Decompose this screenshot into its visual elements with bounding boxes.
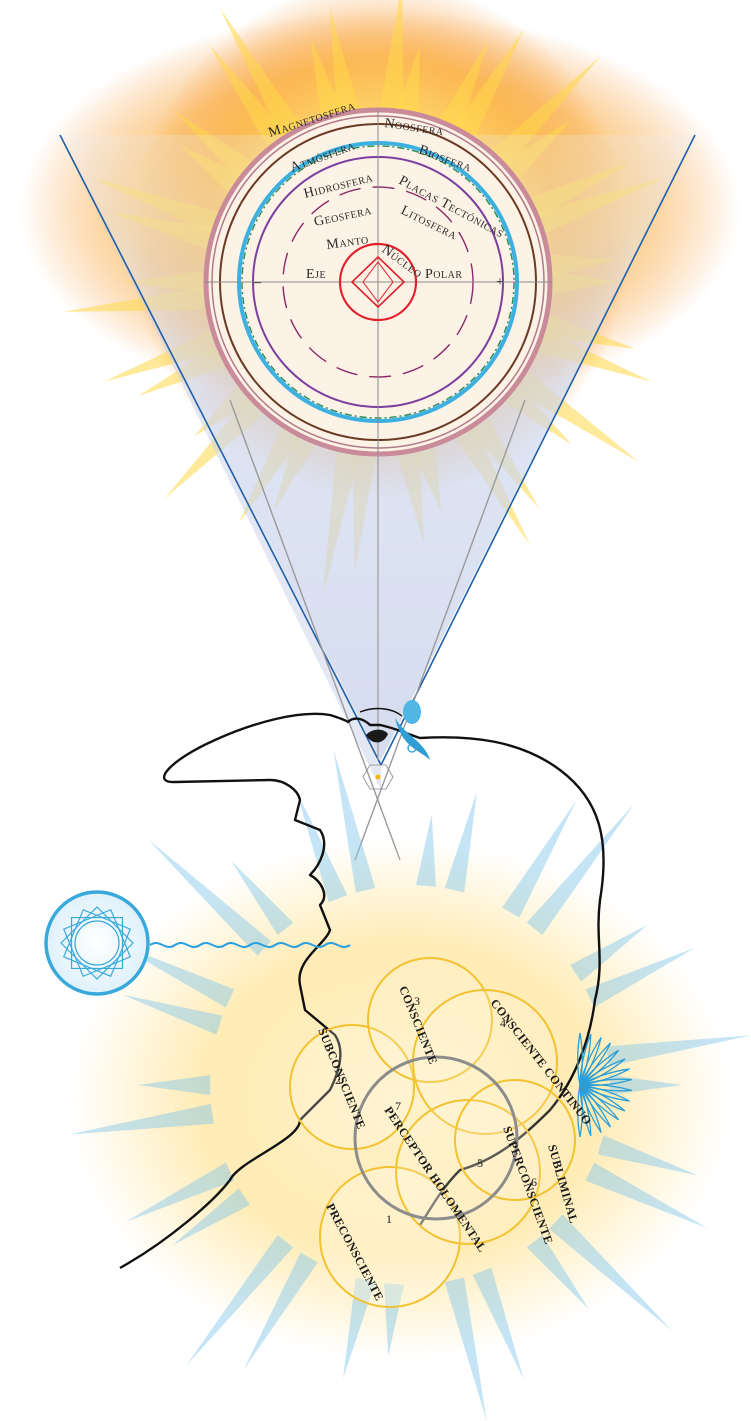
ray [585,948,695,1008]
mandala-center [74,920,120,966]
mind-circles: 1 PRECONSCIENTE 2 SUBCONSCIENTE 3 CONSCI… [289,957,595,1308]
hexagon-icon [362,764,394,790]
lotus-petal [579,1084,592,1137]
earth-spheres: Magnetosfera Noosfera Atmósfera Biosfera… [203,98,553,457]
mandala-square [62,908,132,978]
label-polar: Polar [425,267,463,282]
ray [122,994,223,1035]
lotus-petal [579,1083,632,1092]
ray [185,1234,294,1367]
mandala-square [70,916,124,970]
ray [219,7,304,142]
ray [172,1188,250,1246]
lotus-petal [579,1078,632,1087]
lotus-petal [579,1037,602,1086]
ray [502,799,577,918]
ray [444,791,478,893]
lotus-petal [579,1042,612,1086]
ray [415,813,436,887]
ray [606,1035,751,1067]
ray [444,1277,487,1421]
nucleo-circle [338,242,418,322]
num-1: 1 [386,1212,392,1226]
head-profile [119,707,605,1270]
circle-perceptor-holomental [353,1055,519,1221]
ray [209,44,290,151]
ray [333,748,376,893]
lotus-petal [579,1084,626,1112]
pineal-figure [395,700,430,760]
ray [570,924,648,982]
nucleo-diamond-icon [350,255,406,309]
lotus-petal [579,1084,620,1121]
ray [68,1103,214,1135]
ray [585,1162,708,1229]
ray [437,40,489,133]
ray [452,29,524,142]
ray [597,1135,698,1176]
lotus-petal [579,1068,630,1086]
num-3: 3 [414,994,420,1008]
head-glow [68,748,751,1421]
crown-lotus-icon [577,1032,632,1138]
num-4: 4 [500,1016,506,1030]
lotus-petal [577,1032,583,1086]
label-minus: – [253,275,262,290]
lotus-petal [579,1084,612,1128]
num-7: 7 [395,1099,401,1113]
num-6: 6 [531,1175,537,1189]
label-eje: Eje [306,267,326,282]
ray [379,0,404,114]
ray [243,1252,318,1371]
ray [384,1283,405,1357]
circle-subconsciente [289,1024,415,1150]
circle-superconsciente [395,1099,541,1245]
num-2: 2 [335,1073,341,1087]
mandala-square [60,906,134,980]
ray [526,1234,589,1310]
ray [138,1075,211,1095]
lotus-petal [579,1058,626,1086]
ray [329,7,361,118]
head-rays [68,748,751,1421]
ray [231,860,294,936]
ray [526,803,635,936]
mandala-icon [44,890,150,996]
ray [472,1267,524,1380]
mandala-square [62,908,132,978]
circle-preconsciente [319,1166,461,1308]
ray [147,839,272,956]
circle-consciente-continuo [412,989,558,1135]
ray [395,45,420,118]
ray [296,790,348,903]
ray [125,1162,235,1222]
label-manto: Manto [325,232,369,253]
circle-consciente [367,957,493,1083]
energy-wave [149,942,351,948]
lotus-petal [579,1033,592,1086]
circle-subliminal [454,1079,576,1201]
num-5: 5 [477,1156,483,1170]
ray [548,1214,673,1331]
lotus-petal [579,1084,602,1133]
lotus-petal [579,1084,630,1102]
lotus-petal [579,1049,620,1086]
label-plus: + [496,275,504,290]
lotus-petal [577,1084,583,1138]
